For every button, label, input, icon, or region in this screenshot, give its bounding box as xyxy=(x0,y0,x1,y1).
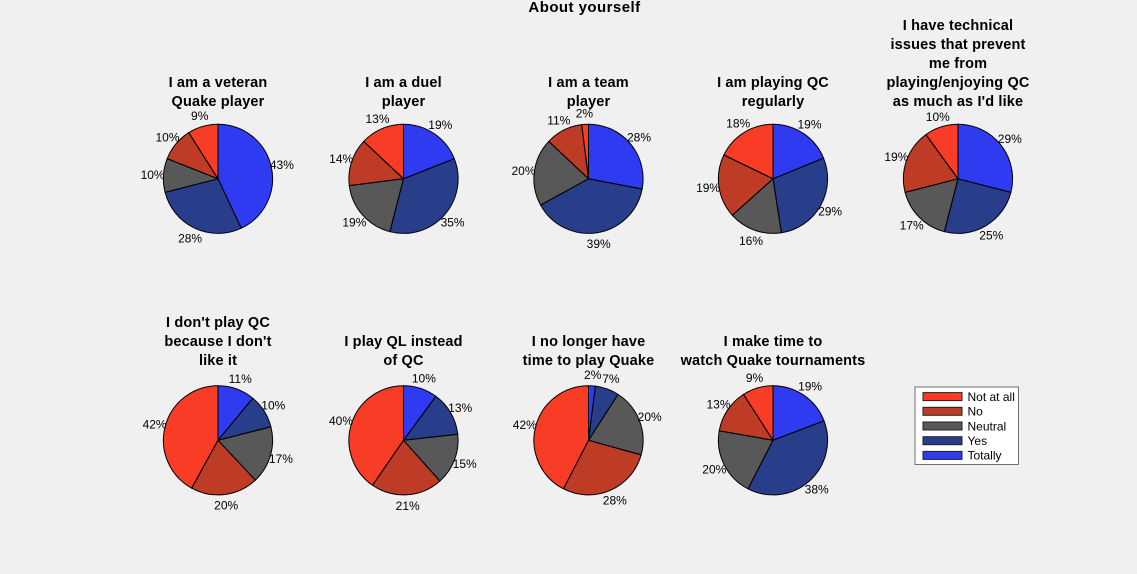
svg-text:I play QL instead: I play QL instead xyxy=(344,334,462,350)
svg-text:19%: 19% xyxy=(696,181,720,195)
svg-text:watch Quake tournaments: watch Quake tournaments xyxy=(680,353,866,369)
svg-text:player: player xyxy=(567,94,611,110)
svg-text:17%: 17% xyxy=(269,452,293,466)
svg-text:Totally: Totally xyxy=(968,449,1002,463)
svg-text:15%: 15% xyxy=(453,457,477,471)
svg-text:7%: 7% xyxy=(602,372,620,386)
svg-text:like it: like it xyxy=(199,353,237,369)
svg-text:16%: 16% xyxy=(739,234,763,248)
svg-text:Not at all: Not at all xyxy=(968,390,1015,404)
svg-text:19%: 19% xyxy=(798,380,822,394)
svg-text:I make time to: I make time to xyxy=(724,334,823,350)
svg-text:28%: 28% xyxy=(603,494,627,508)
svg-text:19%: 19% xyxy=(342,215,366,229)
svg-text:18%: 18% xyxy=(726,117,750,131)
svg-text:10%: 10% xyxy=(155,130,179,144)
svg-text:2%: 2% xyxy=(576,107,594,121)
svg-text:I am a veteran: I am a veteran xyxy=(169,75,268,91)
svg-text:I no longer have: I no longer have xyxy=(532,334,646,350)
svg-text:10%: 10% xyxy=(926,110,950,124)
svg-text:issues that prevent: issues that prevent xyxy=(890,37,1025,53)
svg-text:13%: 13% xyxy=(365,112,389,126)
svg-text:13%: 13% xyxy=(706,397,730,411)
svg-text:38%: 38% xyxy=(805,482,829,496)
svg-text:9%: 9% xyxy=(191,109,209,123)
svg-text:21%: 21% xyxy=(396,499,420,513)
svg-text:Quake player: Quake player xyxy=(172,94,265,110)
svg-text:because I don't: because I don't xyxy=(164,334,271,350)
svg-text:42%: 42% xyxy=(143,417,167,431)
svg-text:20%: 20% xyxy=(702,463,726,477)
svg-text:28%: 28% xyxy=(178,231,202,245)
svg-text:28%: 28% xyxy=(627,130,651,144)
svg-text:Yes: Yes xyxy=(968,434,988,448)
svg-text:regularly: regularly xyxy=(742,94,805,110)
svg-text:29%: 29% xyxy=(998,132,1022,146)
svg-text:39%: 39% xyxy=(587,237,611,251)
svg-text:20%: 20% xyxy=(214,499,238,513)
svg-text:I am playing QC: I am playing QC xyxy=(717,75,829,91)
svg-text:43%: 43% xyxy=(270,158,294,172)
svg-text:I am a duel: I am a duel xyxy=(365,75,442,91)
svg-text:10%: 10% xyxy=(141,168,165,182)
svg-text:No: No xyxy=(968,405,984,419)
svg-text:19%: 19% xyxy=(797,118,821,132)
svg-text:player: player xyxy=(382,94,426,110)
svg-text:time to play Quake: time to play Quake xyxy=(523,353,655,369)
svg-text:13%: 13% xyxy=(448,401,472,415)
svg-text:of QC: of QC xyxy=(383,353,424,369)
svg-text:11%: 11% xyxy=(229,372,252,386)
svg-text:me from: me from xyxy=(929,56,987,72)
svg-text:About yourself: About yourself xyxy=(528,0,641,16)
svg-text:Neutral: Neutral xyxy=(968,419,1007,433)
svg-text:20%: 20% xyxy=(638,410,662,424)
svg-text:I have technical: I have technical xyxy=(903,18,1013,34)
svg-text:42%: 42% xyxy=(513,418,537,432)
svg-text:2%: 2% xyxy=(584,368,602,382)
svg-text:10%: 10% xyxy=(261,399,285,413)
svg-text:as much as I'd like: as much as I'd like xyxy=(893,94,1023,110)
svg-text:14%: 14% xyxy=(329,152,353,166)
svg-text:17%: 17% xyxy=(900,218,924,232)
svg-text:19%: 19% xyxy=(428,118,452,132)
svg-text:19%: 19% xyxy=(884,150,908,164)
svg-text:29%: 29% xyxy=(818,204,842,218)
svg-text:9%: 9% xyxy=(746,371,764,385)
svg-text:11%: 11% xyxy=(547,114,570,128)
svg-text:I don't play QC: I don't play QC xyxy=(166,315,270,331)
svg-text:10%: 10% xyxy=(412,371,436,385)
svg-text:playing/enjoying QC: playing/enjoying QC xyxy=(886,75,1029,91)
svg-text:20%: 20% xyxy=(511,164,535,178)
svg-text:25%: 25% xyxy=(979,229,1003,243)
svg-text:40%: 40% xyxy=(329,414,353,428)
svg-text:I am a team: I am a team xyxy=(548,75,629,91)
svg-text:35%: 35% xyxy=(441,215,465,229)
